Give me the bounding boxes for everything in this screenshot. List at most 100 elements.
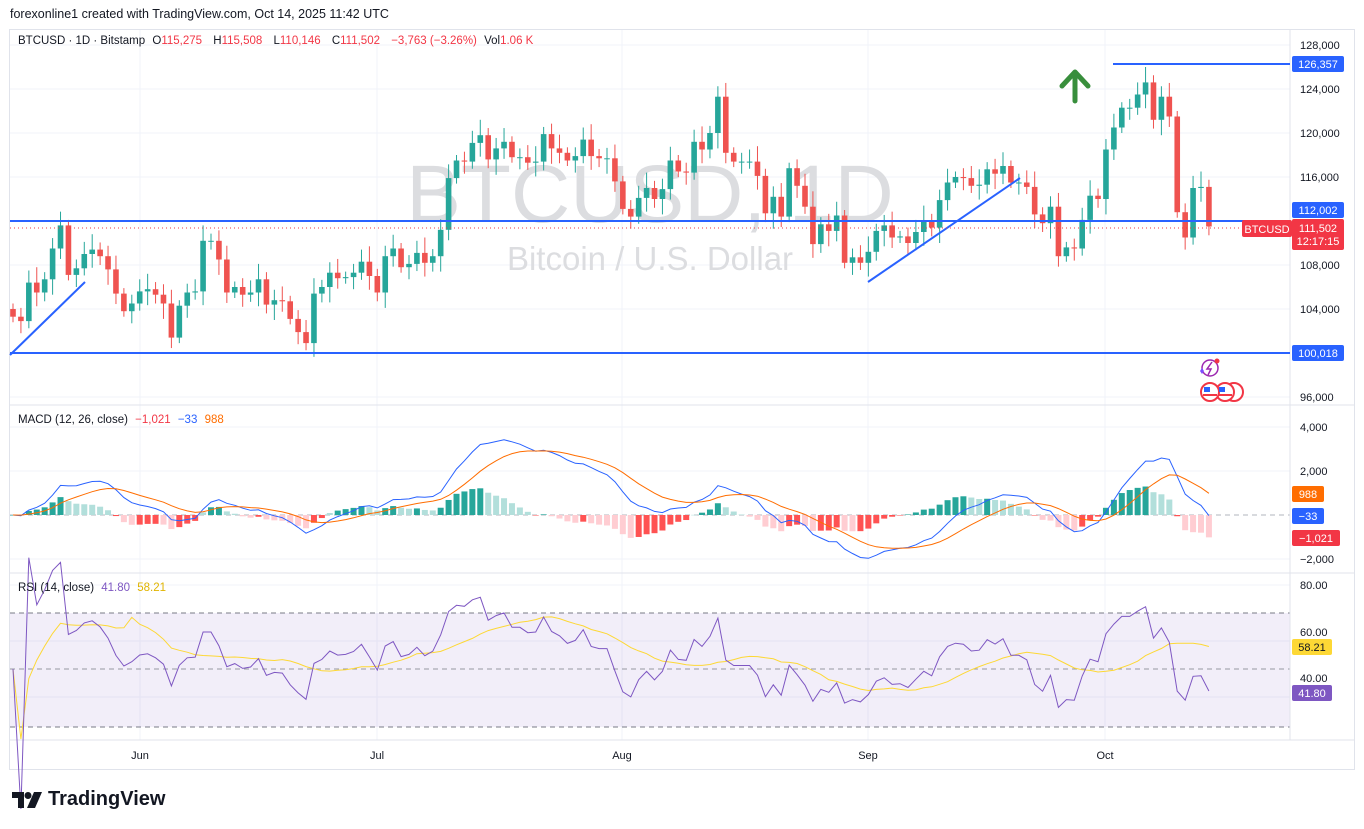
trendline-sep[interactable] [867, 177, 1021, 283]
rsi-legend[interactable]: RSI (14, close) 41.80 58.21 [18, 582, 170, 594]
candle-body [295, 318, 301, 333]
macd-hist-value: −1,021 [135, 414, 171, 426]
candle-body [627, 208, 634, 217]
svg-text:41.80: 41.80 [1298, 688, 1326, 700]
symbol-legend[interactable]: BTCUSD · 1D · Bitstamp O115,275 H115,508… [18, 35, 541, 47]
macd-histogram-bar [508, 503, 515, 515]
candle [968, 166, 975, 193]
rsi-tick-label: 40.00 [1300, 673, 1328, 685]
macd-histogram-bar [596, 515, 603, 525]
macd-histogram-bar [501, 498, 508, 515]
macd-histogram-bar [1166, 499, 1173, 515]
candle [422, 237, 428, 277]
macd-histogram-bar [1110, 499, 1117, 515]
candle-body [936, 200, 943, 228]
macd-histogram-bar [833, 515, 840, 528]
macd-histogram-bar [1118, 493, 1125, 515]
candle-body [1095, 195, 1101, 199]
candle-body [596, 156, 602, 159]
candle [643, 172, 650, 212]
candle-body [1000, 166, 1006, 174]
symbol-title[interactable]: BTCUSD · 1D · Bitstamp [18, 35, 146, 47]
macd-histogram-bar [128, 515, 135, 525]
rsi-value: 41.80 [101, 582, 131, 594]
candle [1063, 241, 1070, 262]
candle-body [136, 291, 143, 304]
candle-body [881, 225, 887, 231]
candle [556, 134, 563, 164]
candle-body [1103, 149, 1109, 199]
candle [532, 146, 539, 177]
price-tick-label: 104,000 [1300, 304, 1340, 316]
candle [461, 151, 468, 174]
macd-histogram-bar [564, 515, 571, 522]
us-flag-event-icon[interactable] [1200, 382, 1244, 402]
macd-histogram-bar [1095, 515, 1102, 517]
price-tick-label: 120,000 [1300, 128, 1340, 140]
candle [390, 234, 396, 267]
macd-histogram-bar [960, 496, 967, 515]
macd-histogram-bar [651, 515, 658, 534]
candle [857, 245, 864, 270]
trendline-may[interactable] [9, 281, 86, 356]
lightning-event-icon[interactable] [1200, 358, 1220, 377]
macd-legend[interactable]: MACD (12, 26, close) −1,021 −33 988 [18, 414, 228, 426]
candle [1134, 82, 1141, 115]
macd-histogram-bar [160, 515, 167, 525]
time-axis[interactable]: Jun Jul Aug Sep Oct [131, 750, 1113, 762]
candle-body [1071, 247, 1078, 249]
candle-body [572, 156, 579, 161]
macd-histogram-bar [295, 515, 302, 526]
candle-body [1119, 107, 1125, 128]
candle [627, 200, 634, 229]
candle [358, 249, 365, 280]
candle-body [588, 139, 594, 157]
macd-line [12, 439, 1210, 559]
candle-body [897, 236, 903, 238]
candle-body [239, 287, 246, 295]
candle-body [184, 292, 191, 306]
price-axis[interactable]: 128,000 124,000 120,000 116,000 108,000 104,0… [1300, 40, 1340, 685]
tradingview-logo[interactable]: TradingView [12, 788, 165, 811]
candle-body [1023, 182, 1030, 187]
macd-histogram-bar [445, 499, 452, 515]
macd-histogram-bar [342, 509, 349, 515]
candle-body [485, 135, 491, 160]
close-value: 111,502 [340, 35, 380, 47]
candle-body [342, 277, 349, 279]
rsi-ma-line [12, 616, 1210, 740]
candle [319, 279, 325, 303]
up-arrow-icon[interactable] [1059, 69, 1091, 104]
candle-body [707, 133, 713, 150]
candle-body [699, 141, 705, 150]
svg-text:12:17:15: 12:17:15 [1297, 236, 1340, 248]
macd-tick-label: −2,000 [1300, 554, 1334, 566]
rsi-title[interactable]: RSI (14, close) [18, 582, 95, 594]
macd-histogram-bar [1198, 515, 1204, 533]
macd-histogram-bar [928, 508, 935, 515]
candle-body [976, 184, 983, 186]
macd-histogram-bar [730, 511, 737, 515]
candle-body [208, 240, 214, 242]
macd-histogram-bar [746, 515, 753, 517]
candle-body [928, 221, 935, 228]
macd-histogram-bar [683, 515, 690, 521]
candle-body [129, 303, 135, 312]
svg-text:−33: −33 [1299, 511, 1318, 523]
candle [699, 126, 705, 164]
candle [295, 310, 301, 345]
macd-histogram-bar [1007, 503, 1014, 515]
macd-title[interactable]: MACD (12, 26, close) [18, 414, 128, 426]
candle-body [26, 282, 32, 322]
macd-histogram-bar [1126, 490, 1133, 515]
candle [152, 282, 159, 304]
candle-body [723, 96, 729, 153]
macd-histogram-bar [691, 514, 698, 516]
macd-histogram-bar [168, 515, 175, 530]
candle-body [445, 178, 452, 230]
candle-body [461, 160, 468, 162]
candle [873, 223, 880, 261]
macd-histogram-bar [1015, 506, 1022, 515]
candle [889, 211, 895, 248]
